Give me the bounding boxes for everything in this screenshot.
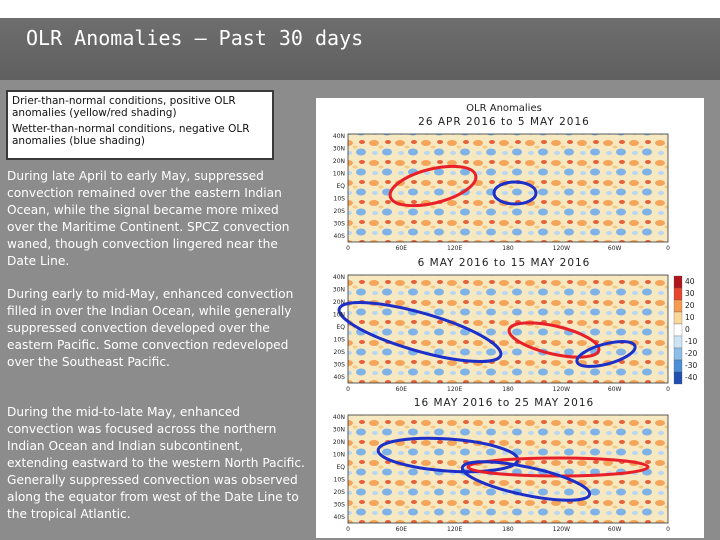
panel-2-red-circle	[507, 321, 601, 359]
panel-2-lat-label: EQ	[336, 324, 345, 331]
panel-3-lat-label: EQ	[336, 464, 345, 471]
legend-box: Drier-than-normal conditions, positive O…	[6, 90, 274, 160]
panel-2-lon-label: 0	[666, 386, 670, 393]
colorbar-label: 30	[685, 289, 695, 298]
panel-2-lon-label: 0	[346, 386, 350, 393]
panel-1-lat-label: 10S	[334, 196, 346, 203]
panel-1-lon-label: 0	[666, 245, 670, 252]
figure-title: OLR Anomalies	[466, 103, 542, 114]
panel-3-period: 16 MAY 2016 to 25 MAY 2016	[414, 397, 594, 409]
panel-1-period: 26 APR 2016 to 5 MAY 2016	[418, 116, 590, 128]
panel-3-lon-label: 180	[502, 526, 514, 533]
top-band	[0, 0, 720, 18]
panel-1-lat-label: 20S	[334, 208, 346, 215]
panel-1-lat-label: 10N	[333, 171, 345, 178]
panel-3-lon-label: 60W	[608, 526, 622, 533]
colorbar-swatch	[673, 347, 683, 361]
colorbar: 40 30 20 10 0 -10 -20 -30 -40	[673, 275, 697, 385]
panel-3-lat-label: 30N	[333, 427, 345, 434]
panel-3-blue-circle-south	[460, 460, 592, 502]
panel-2-lon-label: 120E	[447, 386, 462, 393]
legend-dry: Drier-than-normal conditions, positive O…	[12, 95, 236, 119]
panel-3-lon-label: 0	[666, 526, 670, 533]
panel-3-map	[347, 414, 669, 524]
panel-2-blue-circle-indian	[337, 301, 503, 363]
colorbar-label: 0	[685, 325, 690, 334]
colorbar-label: -40	[685, 373, 697, 382]
panel-3-lat-label: 40N	[333, 414, 345, 421]
colorbar-swatch	[673, 311, 683, 325]
slide-title: OLR Anomalies – Past 30 days	[26, 26, 364, 50]
panel-3-lat-label: 40S	[334, 514, 346, 521]
olr-figure: OLR Anomalies 26 APR 2016 to 5 MAY 2016 …	[316, 98, 704, 538]
panel-3-lat-label: 20S	[334, 489, 346, 496]
panel-2-lat-label: 40N	[333, 274, 345, 281]
legend-wet: Wetter-than-normal conditions, negative …	[12, 123, 250, 147]
colorbar-swatch	[673, 335, 683, 349]
colorbar-label: -20	[685, 349, 697, 358]
panel-2-lat-label: 40S	[334, 374, 346, 381]
olr-figure-svg: OLR Anomalies 26 APR 2016 to 5 MAY 2016 …	[333, 103, 698, 533]
colorbar-label: -10	[685, 337, 697, 346]
paragraph-1: During late April to early May, suppress…	[7, 169, 290, 268]
colorbar-swatch	[673, 275, 683, 289]
panel-1-lon-label: 60E	[396, 245, 408, 252]
panel-1-lon-label: 60W	[608, 245, 622, 252]
panel-1-lon-label: 0	[346, 245, 350, 252]
panel-1-lat-label: 30N	[333, 146, 345, 153]
panel-2-lat-label: 30S	[334, 362, 346, 369]
panel-2-lat-label: 30N	[333, 287, 345, 294]
panel-1-blue-circle	[492, 180, 538, 206]
panel-1-lon-label: 180	[502, 245, 514, 252]
colorbar-label: -30	[685, 361, 697, 370]
colorbar-swatch	[673, 359, 683, 373]
panel-1-map	[347, 133, 669, 243]
panel-1-lat-label: 40S	[334, 233, 346, 240]
panel-2-period: 6 MAY 2016 to 15 MAY 2016	[418, 257, 591, 269]
panel-1-lat-label: EQ	[336, 183, 345, 190]
panel-2-blue-circle-pacific	[575, 340, 637, 368]
panel-3-lon-label: 120W	[553, 526, 570, 533]
panel-1-lon-label: 120E	[447, 245, 462, 252]
panel-3-lat-label: 10S	[334, 477, 346, 484]
panel-3-lat-label: 20N	[333, 439, 345, 446]
panel-2-lon-label: 180	[502, 386, 514, 393]
colorbar-swatch	[673, 323, 683, 337]
panel-3-lon-label: 120E	[447, 526, 462, 533]
panel-2-lon-label: 60E	[396, 386, 408, 393]
colorbar-swatch	[673, 287, 683, 301]
panel-2-lat-label: 10N	[333, 312, 345, 319]
panel-2-lon-label: 120W	[553, 386, 570, 393]
panel-2-lat-label: 10S	[334, 337, 346, 344]
panel-2-lat-label: 20N	[333, 299, 345, 306]
panel-3-lat-label: 10N	[333, 452, 345, 459]
panel-2-lat-label: 20S	[334, 349, 346, 356]
paragraph-3: During the mid-to-late May, enhanced con…	[7, 405, 305, 521]
panel-3-lat-label: 30S	[334, 502, 346, 509]
panel-1-lon-label: 120W	[553, 245, 570, 252]
panel-1-red-circle	[388, 164, 478, 208]
colorbar-label: 10	[685, 313, 695, 322]
colorbar-swatch	[673, 371, 683, 385]
paragraph-2: During early to mid-May, enhanced convec…	[7, 287, 294, 369]
panel-1-lat-label: 30S	[334, 221, 346, 228]
panel-1-lat-label: 20N	[333, 158, 345, 165]
panel-1-lat-label: 40N	[333, 133, 345, 140]
panel-2-lon-label: 60W	[608, 386, 622, 393]
title-bar	[0, 18, 720, 80]
colorbar-label: 40	[685, 277, 695, 286]
panel-3-lon-label: 60E	[396, 526, 408, 533]
colorbar-swatch	[673, 299, 683, 313]
colorbar-label: 20	[685, 301, 695, 310]
panel-3-lon-label: 0	[346, 526, 350, 533]
